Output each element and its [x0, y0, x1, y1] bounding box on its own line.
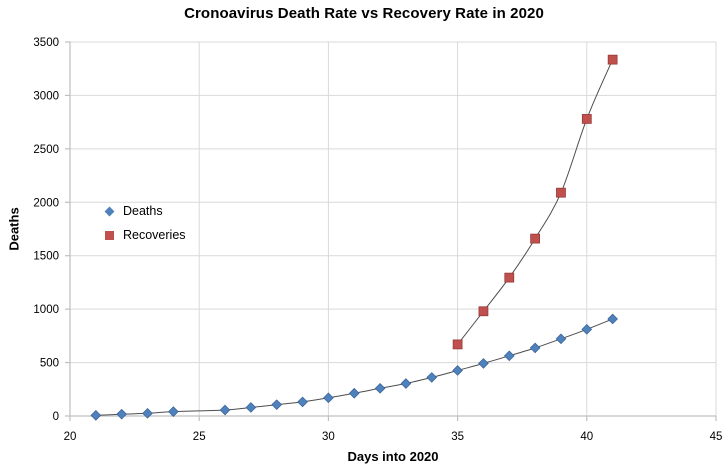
recoveries-point: [504, 272, 515, 283]
y-tick-label: 3500: [33, 37, 59, 49]
x-tick-label: 45: [710, 431, 723, 443]
trendline-deaths: [95, 318, 613, 416]
y-tick-label: 0: [53, 411, 59, 423]
series-recoveries: [452, 54, 618, 350]
deaths-point: [90, 410, 102, 421]
x-tick-label: 30: [322, 431, 335, 443]
deaths-point: [478, 358, 489, 369]
y-tick-label: 2500: [33, 144, 59, 156]
deaths-point: [452, 365, 463, 376]
y-tick-label: 2000: [33, 197, 59, 209]
recoveries-point: [530, 233, 540, 244]
deaths-point: [116, 408, 128, 420]
deaths-point: [219, 404, 231, 416]
legend-label-deaths: Deaths: [123, 204, 163, 218]
series-deaths: [90, 313, 618, 421]
tick-labels: 0 500 1000 1500 2000 2500 3000 3500 20 25 30 35 40 45: [33, 37, 722, 443]
legend-item-recoveries: Recoveries: [104, 227, 186, 243]
legend-item-deaths: Deaths: [104, 203, 186, 219]
deaths-point: [400, 378, 412, 389]
deaths-point: [142, 407, 153, 419]
x-tick-label: 40: [580, 431, 593, 443]
y-tick-label: 3000: [33, 90, 59, 102]
deaths-point: [529, 342, 541, 354]
deaths-point: [503, 350, 515, 362]
deaths-point: [348, 387, 360, 399]
recoveries-point: [478, 306, 489, 317]
deaths-marker-icon: [104, 206, 115, 216]
x-axis-title: Days into 2020: [347, 449, 439, 464]
deaths-point: [297, 396, 308, 408]
y-tick-label: 1000: [33, 304, 59, 316]
deaths-point: [555, 333, 567, 345]
x-tick-label: 20: [64, 431, 77, 443]
x-tick-label: 25: [193, 431, 206, 443]
recoveries-point: [607, 54, 618, 65]
recoveries-point: [556, 187, 566, 198]
deaths-point: [374, 382, 386, 394]
chart-title: Cronoavirus Death Rate vs Recovery Rate …: [184, 5, 544, 22]
deaths-point: [323, 392, 334, 404]
deaths-point: [426, 372, 438, 383]
legend: Deaths Recoveries: [104, 203, 186, 243]
recoveries-point: [452, 339, 463, 350]
deaths-point: [168, 406, 179, 417]
recoveries-point: [581, 114, 592, 124]
deaths-point: [271, 399, 283, 411]
recoveries-marker-icon: [105, 230, 114, 240]
deaths-point: [245, 402, 257, 413]
y-tick-label: 500: [40, 358, 59, 370]
deaths-point: [581, 324, 593, 335]
y-tick-label: 1500: [33, 251, 59, 263]
x-tick-label: 35: [451, 431, 464, 443]
deaths-point: [607, 313, 618, 325]
legend-label-recoveries: Recoveries: [123, 228, 186, 242]
axes: [65, 41, 717, 421]
trendline-path: [95, 318, 613, 416]
